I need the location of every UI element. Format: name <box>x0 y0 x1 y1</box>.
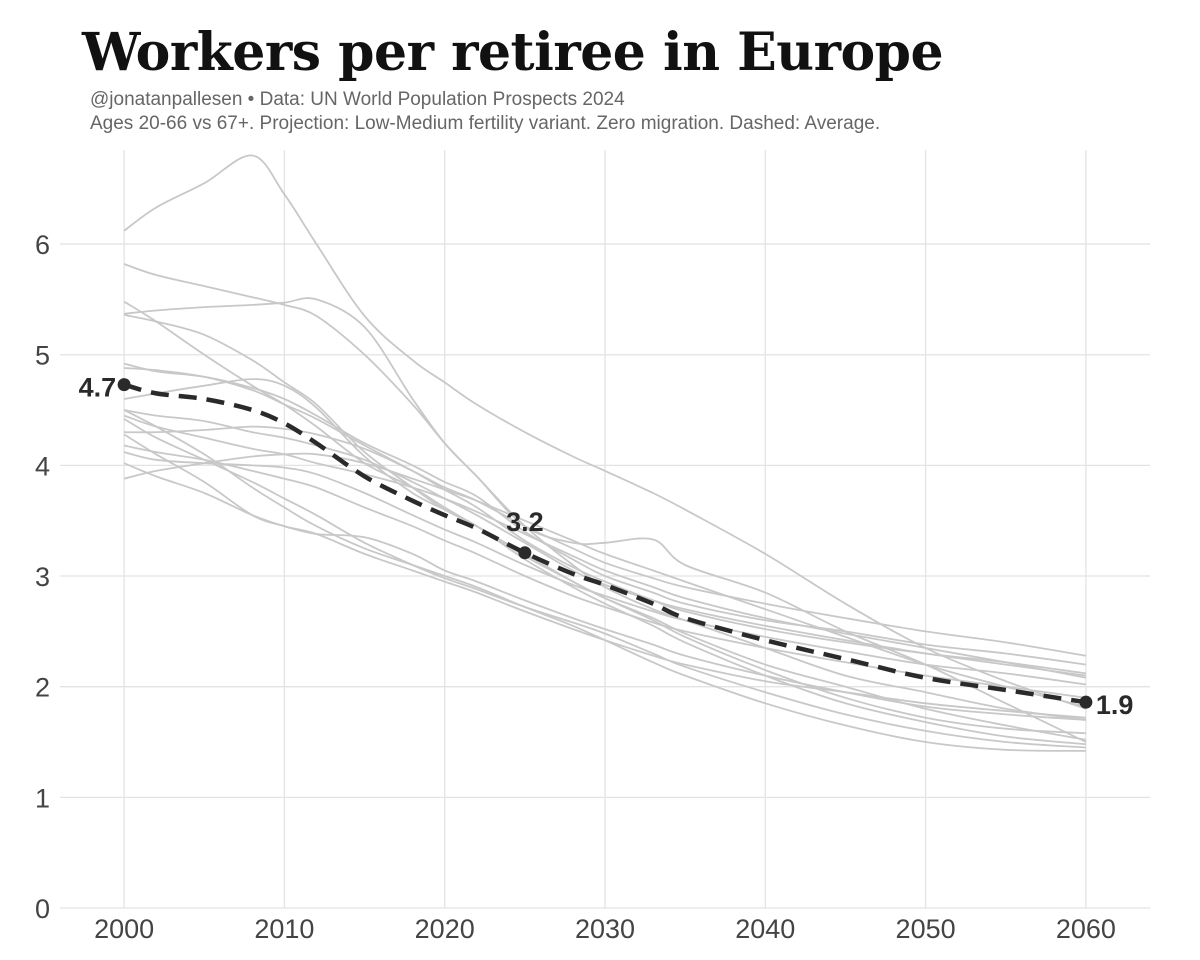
chart-subtitle-description: Ages 20-66 vs 67+. Projection: Low-Mediu… <box>90 113 881 134</box>
country-line-15 <box>123 451 1087 686</box>
average-point-2000 <box>117 378 131 392</box>
x-tick-label-2000: 2000 <box>94 914 154 944</box>
x-tick-label-2010: 2010 <box>254 914 314 944</box>
country-line-14 <box>123 444 1087 699</box>
average-label-2025: 3.2 <box>506 507 544 537</box>
chart-title: Workers per retiree in Europe <box>82 22 944 83</box>
country-line-6 <box>123 362 1087 666</box>
x-tick-label-2030: 2030 <box>575 914 635 944</box>
y-tick-label-6: 6 <box>35 230 50 260</box>
x-tick-label-2050: 2050 <box>896 914 956 944</box>
y-tick-label-5: 5 <box>35 341 50 371</box>
average-point-2060 <box>1079 695 1093 709</box>
y-tick-label-3: 3 <box>35 562 50 592</box>
country-line-9 <box>123 409 1087 677</box>
country-line-10 <box>123 414 1087 679</box>
average-label-2060: 1.9 <box>1096 690 1134 720</box>
average-label-2000: 4.7 <box>79 373 117 403</box>
y-tick-label-0: 0 <box>35 894 50 924</box>
average-line <box>123 382 1087 705</box>
country-line-1 <box>123 154 1087 710</box>
y-tick-label-2: 2 <box>35 673 50 703</box>
chart-subtitle-credits: @jonatanpallesen • Data: UN World Popula… <box>90 89 625 110</box>
country-line-12 <box>124 425 1087 657</box>
country-line-18 <box>123 409 1086 752</box>
y-tick-label-4: 4 <box>35 451 50 481</box>
x-tick-label-2060: 2060 <box>1056 914 1116 944</box>
y-tick-label-1: 1 <box>35 783 50 813</box>
x-tick-label-2020: 2020 <box>415 914 475 944</box>
country-line-16 <box>123 462 1086 719</box>
country-line-17 <box>123 452 1087 708</box>
x-tick-label-2040: 2040 <box>735 914 795 944</box>
average-point-2025 <box>518 546 532 560</box>
country-line-8 <box>123 378 1086 746</box>
country-line-7 <box>124 367 1087 675</box>
